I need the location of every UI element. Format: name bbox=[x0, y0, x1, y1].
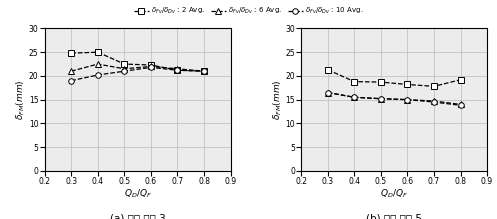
Text: (a) 주기 비율 3: (a) 주기 비율 3 bbox=[110, 214, 166, 219]
Y-axis label: $\delta_{FM}(mm)$: $\delta_{FM}(mm)$ bbox=[271, 79, 284, 120]
X-axis label: $Q_D/Q_F$: $Q_D/Q_F$ bbox=[124, 187, 152, 200]
Y-axis label: $\delta_{FM}(mm)$: $\delta_{FM}(mm)$ bbox=[15, 79, 27, 120]
X-axis label: $Q_D/Q_F$: $Q_D/Q_F$ bbox=[380, 187, 408, 200]
Legend: $\delta_{Fv}/\delta_{Dv}$ : 2 Avg., $\delta_{Fv}/\delta_{Dv}$ : 6 Avg., $\delta_: $\delta_{Fv}/\delta_{Dv}$ : 2 Avg., $\de… bbox=[131, 4, 366, 19]
Text: (b) 주기 비율 5: (b) 주기 비율 5 bbox=[366, 214, 422, 219]
